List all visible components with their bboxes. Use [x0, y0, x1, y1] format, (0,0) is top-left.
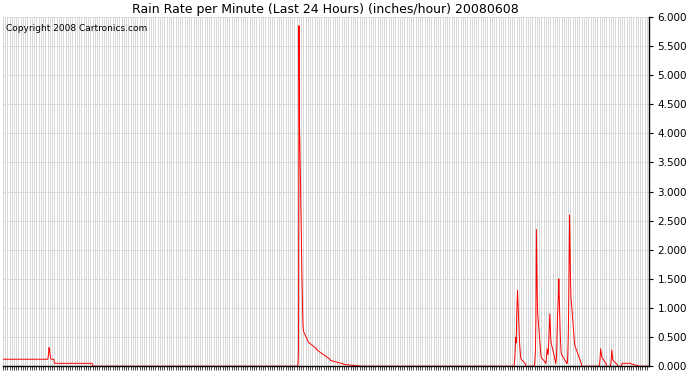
Title: Rain Rate per Minute (Last 24 Hours) (inches/hour) 20080608: Rain Rate per Minute (Last 24 Hours) (in… — [132, 3, 519, 16]
Text: Copyright 2008 Cartronics.com: Copyright 2008 Cartronics.com — [6, 24, 147, 33]
